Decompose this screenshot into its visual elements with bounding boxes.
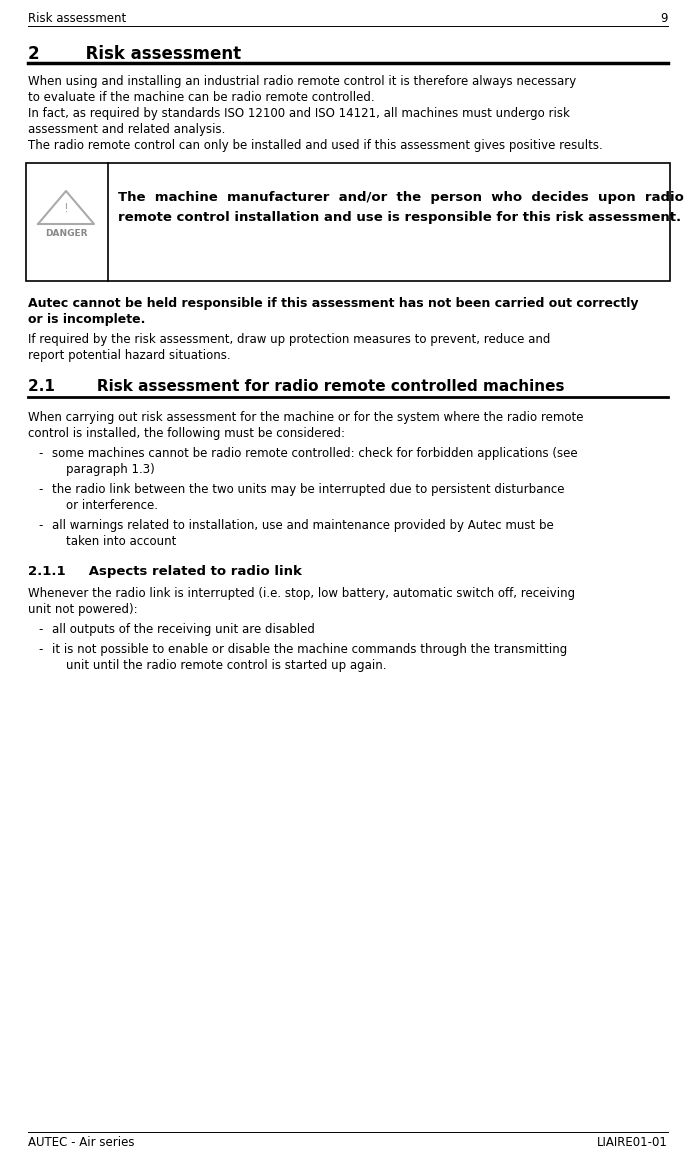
- Text: remote control installation and use is responsible for this risk assessment.: remote control installation and use is r…: [118, 211, 681, 224]
- Text: all warnings related to installation, use and maintenance provided by Autec must: all warnings related to installation, us…: [52, 519, 554, 531]
- Text: -: -: [38, 483, 42, 495]
- Text: Risk assessment: Risk assessment: [28, 12, 126, 24]
- Text: !: !: [63, 202, 68, 215]
- Text: or is incomplete.: or is incomplete.: [28, 313, 145, 326]
- Text: taken into account: taken into account: [66, 535, 176, 548]
- Text: 9: 9: [661, 12, 668, 24]
- Text: If required by the risk assessment, draw up protection measures to prevent, redu: If required by the risk assessment, draw…: [28, 333, 551, 347]
- Text: 2.1        Risk assessment for radio remote controlled machines: 2.1 Risk assessment for radio remote con…: [28, 379, 564, 394]
- Text: to evaluate if the machine can be radio remote controlled.: to evaluate if the machine can be radio …: [28, 91, 374, 104]
- Bar: [26, 163, 670, 281]
- Text: The radio remote control can only be installed and used if this assessment gives: The radio remote control can only be ins…: [28, 140, 603, 152]
- Text: or interference.: or interference.: [66, 499, 158, 512]
- Text: unit not powered):: unit not powered):: [28, 602, 138, 616]
- Text: Autec cannot be held responsible if this assessment has not been carried out cor: Autec cannot be held responsible if this…: [28, 297, 638, 311]
- Text: report potential hazard situations.: report potential hazard situations.: [28, 349, 230, 362]
- Text: it is not possible to enable or disable the machine commands through the transmi: it is not possible to enable or disable …: [52, 643, 567, 656]
- Text: AUTEC - Air series: AUTEC - Air series: [28, 1136, 134, 1149]
- Text: assessment and related analysis.: assessment and related analysis.: [28, 123, 226, 136]
- Text: 2.1.1     Aspects related to radio link: 2.1.1 Aspects related to radio link: [28, 565, 302, 578]
- Text: control is installed, the following must be considered:: control is installed, the following must…: [28, 427, 345, 440]
- Text: LIAIRE01-01: LIAIRE01-01: [597, 1136, 668, 1149]
- Text: -: -: [38, 447, 42, 461]
- Text: unit until the radio remote control is started up again.: unit until the radio remote control is s…: [66, 659, 386, 672]
- Text: some machines cannot be radio remote controlled: check for forbidden application: some machines cannot be radio remote con…: [52, 447, 578, 461]
- Text: -: -: [38, 519, 42, 531]
- Text: -: -: [38, 623, 42, 636]
- Text: In fact, as required by standards ISO 12100 and ISO 14121, all machines must und: In fact, as required by standards ISO 12…: [28, 107, 570, 120]
- Text: The  machine  manufacturer  and/or  the  person  who  decides  upon  radio: The machine manufacturer and/or the pers…: [118, 191, 684, 204]
- Text: DANGER: DANGER: [45, 229, 87, 238]
- Text: When carrying out risk assessment for the machine or for the system where the ra: When carrying out risk assessment for th…: [28, 411, 583, 424]
- Text: Whenever the radio link is interrupted (i.e. stop, low battery, automatic switch: Whenever the radio link is interrupted (…: [28, 587, 575, 600]
- Text: all outputs of the receiving unit are disabled: all outputs of the receiving unit are di…: [52, 623, 315, 636]
- Text: paragraph 1.3): paragraph 1.3): [66, 463, 155, 476]
- Text: the radio link between the two units may be interrupted due to persistent distur: the radio link between the two units may…: [52, 483, 564, 495]
- Text: -: -: [38, 643, 42, 656]
- Text: When using and installing an industrial radio remote control it is therefore alw: When using and installing an industrial …: [28, 74, 576, 88]
- Text: 2        Risk assessment: 2 Risk assessment: [28, 45, 241, 63]
